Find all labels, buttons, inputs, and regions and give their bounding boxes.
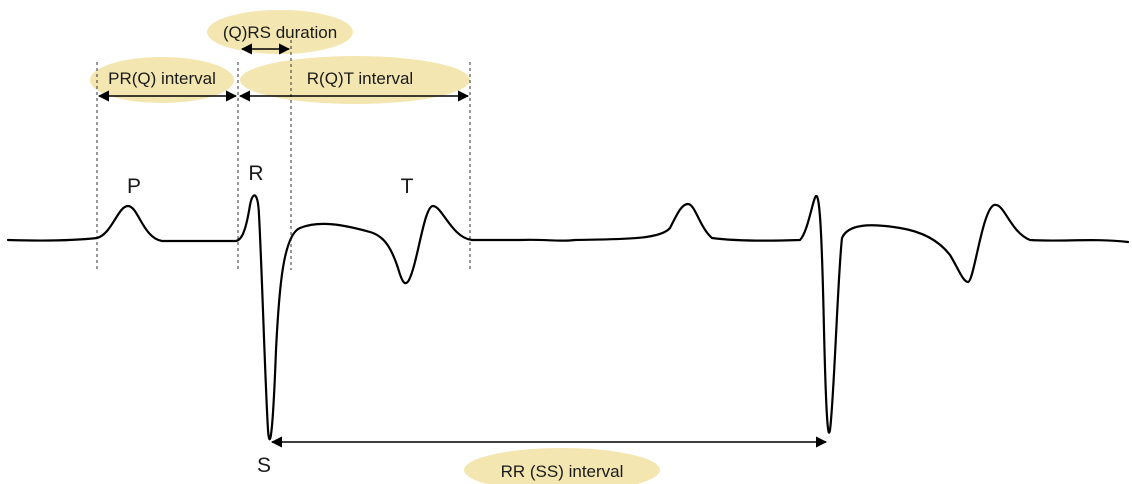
- prq-interval-label: PR(Q) interval: [108, 69, 216, 88]
- qrs-duration-label: (Q)RS duration: [223, 23, 337, 42]
- s-wave-label: S: [257, 454, 271, 477]
- rr-interval-highlight: [464, 448, 660, 484]
- p-wave-label: P: [127, 175, 141, 198]
- rr-interval-label: RR (SS) interval: [501, 462, 624, 481]
- rqt-interval-label: R(Q)T interval: [307, 69, 413, 88]
- ecg-trace: [6, 194, 1130, 441]
- t-wave-label: T: [401, 175, 414, 198]
- r-wave-label: R: [248, 162, 263, 185]
- qrs-duration-highlight: [207, 10, 353, 54]
